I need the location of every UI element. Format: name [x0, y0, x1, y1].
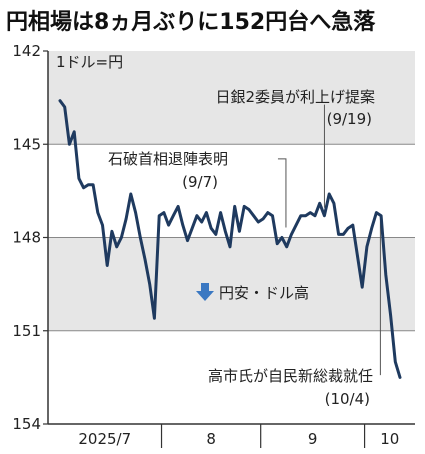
chart-title: 円相場は8ヵ月ぶりに152円台へ急落: [6, 10, 376, 35]
data-point: [266, 211, 269, 214]
data-point: [271, 214, 274, 217]
y-tick-label-148: 148: [12, 229, 41, 247]
data-point: [370, 227, 373, 230]
data-point: [252, 214, 255, 217]
data-point: [356, 254, 359, 258]
data-point: [243, 205, 246, 208]
annotation-ishiba-label: 石破首相退陣表明: [108, 150, 228, 168]
data-point: [181, 223, 184, 227]
data-point: [167, 223, 170, 227]
data-point: [389, 314, 392, 317]
data-point: [158, 214, 161, 217]
data-point: [384, 273, 387, 276]
data-point: [106, 264, 109, 267]
data-point: [153, 317, 156, 320]
data-point: [172, 214, 175, 217]
data-point: [120, 236, 123, 239]
data-point: [323, 214, 326, 217]
data-point: [224, 230, 227, 233]
data-point: [124, 217, 128, 221]
annotation-boj-label: 日銀2委員が利上げ提案: [215, 88, 375, 106]
data-point: [77, 177, 81, 180]
data-point: [365, 245, 369, 248]
data-point: [205, 211, 208, 214]
data-point: [148, 282, 151, 286]
leader-line-9-7: [277, 158, 287, 228]
data-point: [337, 233, 340, 236]
shaded-band-0: [48, 51, 415, 145]
data-point: [398, 376, 402, 379]
y-tick-label-145: 145: [12, 135, 41, 153]
data-point: [214, 233, 217, 236]
y-tick-label-154: 154: [12, 415, 41, 433]
annotation-ishiba-date: (9/7): [182, 173, 218, 191]
data-point: [304, 214, 307, 217]
data-point: [209, 227, 213, 230]
data-point: [332, 202, 336, 205]
data-point: [63, 105, 66, 109]
data-point: [280, 236, 284, 239]
data-point: [290, 233, 293, 236]
data-point: [115, 245, 118, 248]
data-point: [247, 208, 251, 211]
data-point: [276, 242, 279, 245]
data-point: [58, 99, 62, 102]
data-point: [129, 192, 132, 196]
data-point: [143, 258, 147, 261]
x-tick-label-3: 10: [380, 430, 399, 448]
data-point: [110, 230, 114, 233]
data-point: [200, 220, 203, 224]
y-tick-label-151: 151: [12, 322, 41, 340]
data-point: [134, 211, 137, 214]
data-point: [285, 245, 288, 248]
data-point: [299, 214, 302, 217]
data-point: [101, 223, 104, 227]
data-point: [351, 223, 354, 227]
data-point: [309, 211, 312, 214]
data-point: [162, 211, 166, 214]
data-point: [361, 286, 364, 289]
data-point: [257, 220, 260, 224]
data-point: [68, 143, 71, 146]
y-tick-label-142: 142: [12, 42, 41, 60]
x-tick-label-0: 2025/7: [78, 430, 131, 448]
data-point: [318, 202, 321, 205]
data-point: [139, 236, 142, 239]
data-point: [96, 211, 100, 214]
annotation-weak-yen: 円安・ドル高: [219, 284, 309, 302]
annotation-takaichi-label: 高市氏が自民新総裁就任: [208, 367, 373, 385]
data-point: [233, 205, 236, 208]
down-arrow-icon: [196, 283, 214, 301]
data-point: [294, 223, 298, 227]
data-point: [328, 192, 331, 196]
unit-label: 1ドル=円: [56, 53, 123, 71]
data-point: [73, 130, 76, 133]
annotation-takaichi-date: (10/4): [325, 390, 370, 408]
x-tick-label-1: 8: [206, 430, 216, 448]
data-point: [228, 245, 232, 248]
data-point: [375, 211, 378, 214]
data-point: [313, 214, 317, 217]
data-point: [82, 186, 85, 189]
data-point: [191, 227, 194, 230]
annotation-boj-date: (9/19): [327, 110, 372, 128]
data-point: [394, 360, 397, 363]
data-point: [186, 239, 189, 242]
data-point: [195, 214, 199, 217]
data-point: [342, 233, 345, 236]
data-point: [87, 183, 90, 186]
data-point: [219, 211, 222, 214]
data-point: [346, 227, 350, 230]
data-point: [176, 205, 180, 208]
data-point: [91, 183, 95, 186]
data-point: [238, 230, 241, 233]
title-bar: 円相場は8ヵ月ぶりに152円台へ急落: [0, 0, 425, 40]
data-point: [379, 214, 383, 217]
data-point: [261, 217, 265, 221]
x-tick-label-2: 9: [308, 430, 318, 448]
